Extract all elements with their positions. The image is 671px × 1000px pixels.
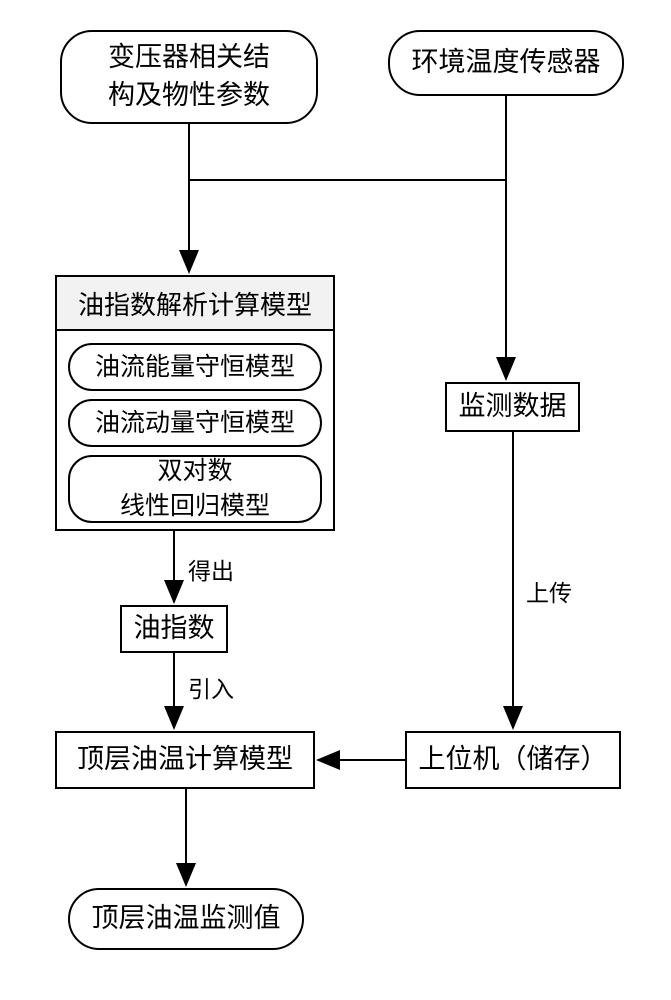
edge-label-shangchuan: 上传 bbox=[524, 574, 574, 608]
label-line1: 变压器相关结 bbox=[108, 39, 270, 77]
edge-label-yinru: 引入 bbox=[186, 670, 236, 704]
node-monitor-data: 监测数据 bbox=[445, 382, 580, 432]
node-momentum-conservation: 油流动量守恒模型 bbox=[68, 399, 322, 447]
node-top-oil-temp-model: 顶层油温计算模型 bbox=[55, 731, 315, 789]
node-energy-conservation: 油流能量守恒模型 bbox=[68, 343, 322, 391]
node-host-computer: 上位机（储存） bbox=[405, 731, 621, 789]
label-line2: 线性回归模型 bbox=[120, 489, 270, 524]
label: 上位机（储存） bbox=[419, 741, 608, 779]
edge-label-dechu: 得出 bbox=[186, 552, 236, 586]
header-label: 油指数解析计算模型 bbox=[78, 285, 312, 322]
label: 顶层油温计算模型 bbox=[77, 741, 293, 779]
node-transformer-params: 变压器相关结 构及物性参数 bbox=[60, 30, 318, 124]
label: 油流动量守恒模型 bbox=[95, 406, 295, 441]
label: 环境温度传感器 bbox=[412, 44, 601, 82]
label: 油指数 bbox=[134, 610, 215, 648]
node-oil-index: 油指数 bbox=[120, 605, 228, 653]
label-line1: 双对数 bbox=[120, 454, 270, 489]
label: 油流能量守恒模型 bbox=[95, 350, 295, 385]
node-loglog-regression: 双对数 线性回归模型 bbox=[68, 455, 322, 523]
container-header: 油指数解析计算模型 bbox=[55, 275, 335, 331]
label: 顶层油温监测值 bbox=[92, 900, 281, 938]
node-env-temp-sensor: 环境温度传感器 bbox=[388, 30, 624, 96]
label-line2: 构及物性参数 bbox=[108, 77, 270, 115]
label: 监测数据 bbox=[459, 388, 567, 426]
node-top-oil-temp-value: 顶层油温监测值 bbox=[68, 888, 304, 950]
